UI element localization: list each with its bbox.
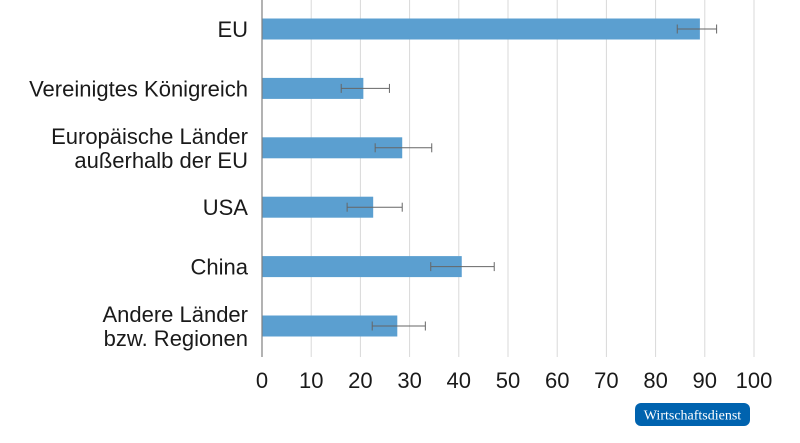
x-tick-label: 80 <box>643 368 667 393</box>
bars <box>262 18 700 337</box>
x-tick-label: 10 <box>299 368 323 393</box>
grid-lines <box>310 0 755 357</box>
bar <box>262 256 462 278</box>
x-tick-labels: 0 10 20 30 40 50 60 70 80 90 100 <box>256 368 772 393</box>
category-label: Andere Länder <box>102 302 248 327</box>
x-tick-label: 90 <box>693 368 717 393</box>
category-label: Vereinigtes Königreich <box>29 76 248 101</box>
badge-label: Wirtschaftsdienst <box>644 409 742 424</box>
x-tick-label: 40 <box>447 368 471 393</box>
x-tick-label: 50 <box>496 368 520 393</box>
category-label: China <box>191 255 249 280</box>
wirtschaftsdienst-badge: Wirtschaftsdienst <box>635 403 750 426</box>
category-label: USA <box>203 195 249 220</box>
x-tick-label: 60 <box>545 368 569 393</box>
x-tick-label: 30 <box>397 368 421 393</box>
x-tick-label: 70 <box>594 368 618 393</box>
bar <box>262 18 700 40</box>
bar <box>262 196 374 218</box>
x-tick-label: 0 <box>256 368 268 393</box>
x-tick-label: 100 <box>736 368 773 393</box>
bar <box>262 137 403 159</box>
category-label: außerhalb der EU <box>74 148 248 173</box>
category-label: bzw. Regionen <box>104 326 248 351</box>
error-bars <box>340 24 718 331</box>
category-labels: EU Vereinigtes Königreich Europäische Länd… <box>29 17 249 351</box>
bar <box>262 315 398 337</box>
category-label: Europäische Länder <box>51 124 248 149</box>
category-label: EU <box>217 17 248 42</box>
x-tick-label: 20 <box>348 368 372 393</box>
bar <box>262 77 364 99</box>
